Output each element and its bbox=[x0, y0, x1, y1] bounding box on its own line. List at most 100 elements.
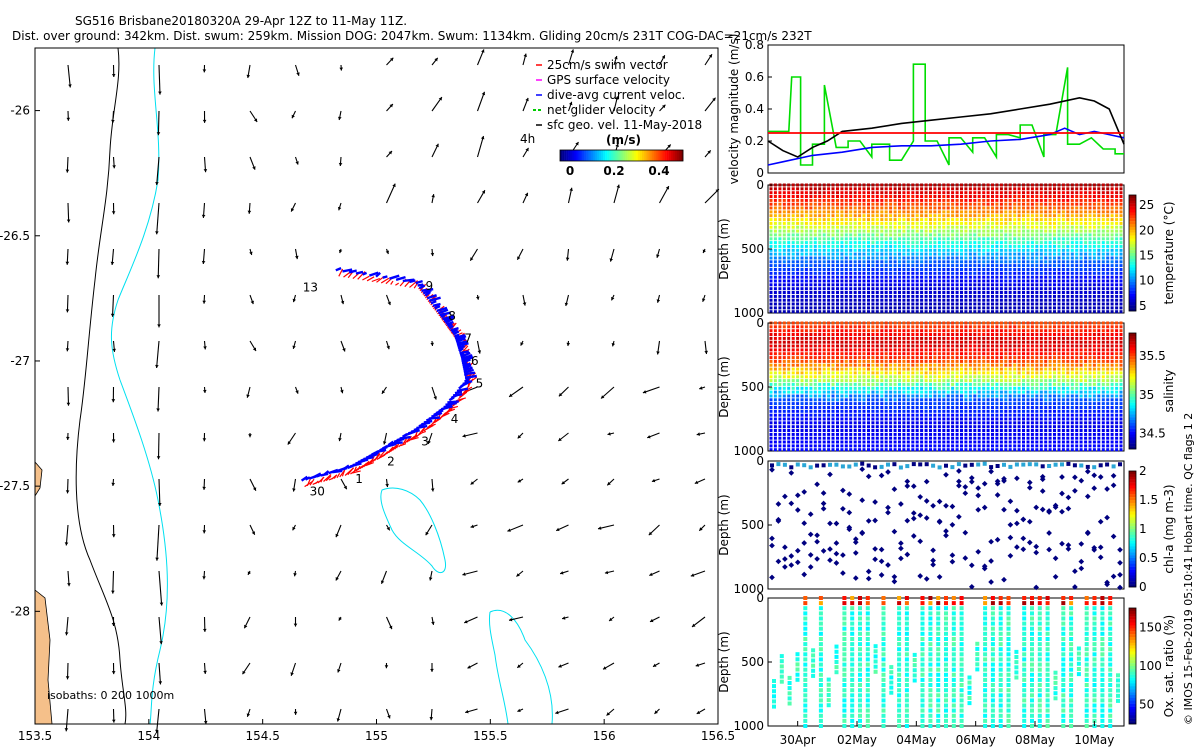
section-sample bbox=[844, 252, 848, 256]
section-sample bbox=[782, 294, 786, 298]
swim-vector bbox=[402, 438, 408, 445]
section-sample bbox=[920, 218, 924, 222]
section-sample bbox=[800, 440, 804, 444]
section-sample bbox=[862, 359, 866, 363]
section-sample bbox=[840, 198, 844, 202]
section-sample bbox=[920, 252, 924, 256]
section-sample bbox=[849, 256, 853, 260]
section-sample bbox=[813, 310, 817, 314]
section-sample bbox=[1084, 291, 1088, 294]
section-sample bbox=[1088, 287, 1092, 291]
section-sample bbox=[991, 298, 994, 302]
section-sample bbox=[853, 448, 857, 452]
section-sample bbox=[787, 421, 791, 425]
section-sample bbox=[787, 237, 791, 241]
section-sample bbox=[818, 329, 822, 333]
section-sample bbox=[782, 432, 786, 436]
section-sample bbox=[809, 321, 813, 325]
section-sample bbox=[1092, 241, 1096, 245]
section-sample bbox=[1106, 229, 1110, 233]
section-sample bbox=[1079, 244, 1083, 248]
section-sample bbox=[1057, 287, 1061, 291]
geo-velocity-arrowhead bbox=[561, 481, 566, 485]
section-sample bbox=[778, 195, 782, 198]
section-sample bbox=[858, 367, 862, 371]
section-sample bbox=[791, 218, 795, 222]
section-sample bbox=[782, 382, 786, 386]
section-sample bbox=[773, 275, 777, 279]
section-sample bbox=[871, 187, 875, 191]
section-sample bbox=[836, 248, 839, 252]
section-sample bbox=[818, 390, 822, 394]
section-sample bbox=[1070, 225, 1074, 229]
section-sample bbox=[871, 375, 875, 379]
section-sample bbox=[796, 440, 800, 444]
section-sample bbox=[995, 214, 999, 218]
section-sample bbox=[951, 268, 955, 271]
section-sample bbox=[840, 221, 844, 225]
section-sample bbox=[1026, 198, 1030, 202]
section-sample bbox=[964, 233, 968, 237]
section-sample bbox=[844, 306, 848, 310]
section-sample bbox=[827, 198, 831, 202]
section-sample bbox=[902, 382, 906, 386]
section-sample bbox=[867, 298, 870, 302]
geo-velocity-arrowhead bbox=[253, 118, 258, 122]
section-sample bbox=[778, 198, 782, 202]
section-sample bbox=[1097, 283, 1101, 287]
section-sample bbox=[933, 363, 937, 367]
section-sample bbox=[1048, 202, 1052, 206]
geo-velocity-arrow bbox=[158, 64, 161, 95]
section-sample bbox=[867, 421, 870, 425]
section-sample bbox=[893, 214, 897, 218]
section-sample bbox=[804, 325, 808, 329]
section-sample bbox=[778, 440, 782, 444]
section-sample bbox=[889, 359, 893, 363]
section-sample bbox=[1017, 275, 1021, 279]
section-sample bbox=[867, 356, 870, 360]
section-sample bbox=[1013, 291, 1017, 294]
section-sample bbox=[822, 260, 826, 264]
section-sample bbox=[782, 329, 786, 333]
section-sample bbox=[995, 229, 999, 233]
section-sample bbox=[791, 206, 795, 210]
section-sample bbox=[791, 336, 795, 340]
section-sample bbox=[880, 444, 884, 448]
section-sample bbox=[858, 382, 862, 386]
section-sample bbox=[1013, 283, 1017, 287]
section-sample bbox=[960, 210, 963, 214]
section-sample bbox=[769, 409, 773, 413]
section-sample bbox=[880, 221, 884, 225]
colorbar-cell bbox=[670, 150, 673, 161]
section-sample bbox=[778, 367, 782, 371]
section-sample bbox=[827, 306, 831, 310]
current-vector bbox=[461, 356, 474, 362]
section-sample bbox=[924, 444, 928, 448]
section-sample bbox=[1061, 306, 1065, 310]
section-sample bbox=[773, 348, 777, 352]
section-sample bbox=[875, 382, 879, 386]
section-sample bbox=[929, 371, 932, 375]
section-sample bbox=[960, 214, 963, 218]
section-sample bbox=[933, 448, 937, 452]
section-sample bbox=[1057, 291, 1061, 294]
geo-velocity-arrowhead bbox=[293, 573, 297, 577]
section-sample bbox=[840, 425, 844, 429]
section-sample bbox=[818, 352, 822, 356]
section-sample bbox=[1048, 306, 1052, 310]
section-sample bbox=[1088, 233, 1092, 237]
section-sample bbox=[898, 425, 901, 429]
section-sample bbox=[867, 429, 870, 432]
section-sample bbox=[822, 352, 826, 356]
section-sample bbox=[933, 237, 937, 241]
section-sample bbox=[1061, 268, 1065, 271]
section-sample bbox=[995, 260, 999, 264]
section-sample bbox=[813, 283, 817, 287]
geo-velocity-arrowhead bbox=[343, 485, 347, 490]
section-sample bbox=[849, 233, 853, 237]
section-sample bbox=[1110, 221, 1114, 225]
section-sample bbox=[964, 218, 968, 222]
section-sample bbox=[1035, 214, 1039, 218]
section-sample bbox=[951, 198, 955, 202]
section-sample bbox=[804, 409, 808, 413]
